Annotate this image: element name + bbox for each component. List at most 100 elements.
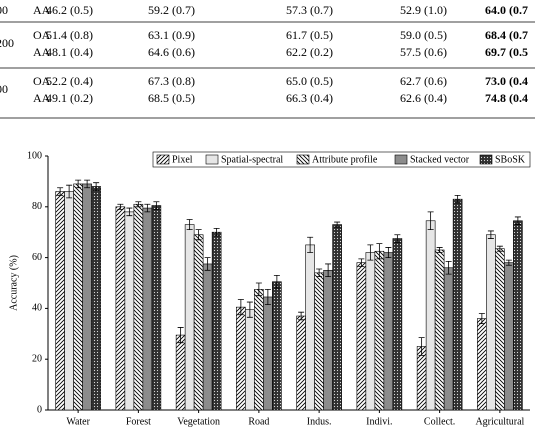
table-cell: AA (33, 45, 51, 59)
error-bar (514, 216, 521, 225)
bar (91, 186, 101, 411)
error-bar (237, 299, 244, 316)
bar (82, 183, 92, 411)
bar (73, 183, 83, 411)
bar (211, 231, 222, 411)
legend-swatch (479, 154, 493, 165)
error-bar (135, 201, 142, 208)
error-bar (367, 244, 374, 261)
error-bar (478, 313, 485, 325)
legend-swatch (205, 154, 219, 165)
table-cell: 52.9 (1.0) (400, 3, 447, 17)
x-tick-label: Road (248, 416, 269, 427)
table-cell: 68.5 (0.5) (148, 91, 195, 105)
error-bar (273, 274, 280, 289)
legend-label: Stacked vector (410, 154, 470, 165)
error-bar (394, 234, 401, 243)
y-axis-label: Accuracy (%) (8, 255, 19, 311)
table-cell: 73.0 (0.4 (485, 74, 528, 88)
table-cell: 68.4 (0.7 (485, 28, 528, 42)
table-cell: 69.7 (0.5 (485, 45, 528, 59)
bar (486, 234, 496, 411)
table-cell: 57.5 (0.6) (400, 45, 447, 59)
x-tick-label: Water (66, 416, 90, 427)
legend-label: Pixel (172, 154, 193, 165)
legend-swatch (156, 154, 170, 165)
error-bar (117, 203, 124, 210)
error-bar (153, 201, 160, 210)
error-bar (75, 179, 82, 189)
error-bar (84, 179, 91, 189)
bar (175, 334, 186, 411)
y-tick-label: 60 (32, 252, 42, 263)
table-cell: 64.0 (0.7 (485, 3, 528, 17)
table-cell: 59.2 (0.7) (148, 3, 195, 17)
table-cell: 49.1 (0.2) (46, 91, 93, 105)
table-cell: 46.2 (0.5) (46, 3, 93, 17)
table-cell: 66.3 (0.4) (286, 91, 333, 105)
error-bar (307, 236, 314, 253)
legend-label: Attribute profile (312, 154, 378, 165)
legend-label: Spatial-spectral (221, 154, 283, 165)
error-bar (195, 229, 202, 241)
error-bar (316, 268, 323, 278)
x-tick-label: Collect. (424, 416, 455, 427)
bar (151, 205, 162, 411)
x-tick-label: Agricultural (475, 416, 524, 427)
table-cell: OA (33, 28, 51, 42)
table-cell: 74.8 (0.4 (485, 91, 528, 105)
error-bar (57, 187, 64, 196)
bar (55, 191, 65, 411)
bar (323, 269, 333, 411)
table-cell: 52.2 (0.4) (46, 74, 93, 88)
error-bar (177, 327, 184, 344)
table-cell: AA (33, 91, 51, 105)
error-bar (427, 211, 434, 231)
group-label: 00 (0, 82, 8, 96)
table-cell: 63.1 (0.9) (148, 28, 195, 42)
error-bar (186, 219, 193, 231)
table-cell: 62.6 (0.4) (400, 91, 447, 105)
error-bar (298, 311, 305, 321)
table-cell: 62.7 (0.6) (400, 74, 447, 88)
bar (64, 191, 74, 411)
x-tick-label: Indus. (307, 416, 332, 427)
legend-swatch (296, 154, 310, 165)
legend-label: SBoSK (495, 154, 526, 165)
error-bar (445, 261, 452, 275)
bar (314, 272, 324, 411)
error-bar (454, 194, 461, 204)
error-bar (505, 259, 512, 266)
bar (272, 281, 282, 411)
table-cell: 61.7 (0.5) (286, 28, 333, 42)
error-bar (436, 247, 443, 253)
bar (477, 318, 487, 411)
bar (383, 252, 394, 411)
group-label: 200 (0, 36, 14, 50)
group-label: 00 (0, 3, 8, 17)
table-cell: 65.0 (0.5) (286, 74, 333, 88)
error-bar (66, 184, 73, 199)
bar (193, 234, 204, 411)
bar (392, 238, 403, 411)
error-bar (496, 245, 503, 252)
table-cell: OA (33, 74, 51, 88)
error-bar (204, 257, 211, 271)
error-bar (93, 182, 100, 191)
error-bar (418, 337, 425, 356)
x-tick-label: Indivi. (366, 416, 392, 427)
error-bar (255, 282, 262, 297)
table: 00AA46.2 (0.5)59.2 (0.7)57.3 (0.7)52.9 (… (0, 3, 535, 119)
error-bar (487, 230, 494, 239)
x-tick-label: Forest (126, 416, 151, 427)
y-tick-label: 100 (27, 150, 42, 161)
bar (434, 249, 445, 411)
chart: Accuracy (%) 0 20 40 60 80 100 Water Forest Veget… (8, 150, 531, 427)
bar (416, 346, 427, 411)
bar (245, 309, 255, 411)
bar (374, 250, 385, 411)
bar (495, 248, 505, 411)
error-bar (358, 258, 365, 267)
